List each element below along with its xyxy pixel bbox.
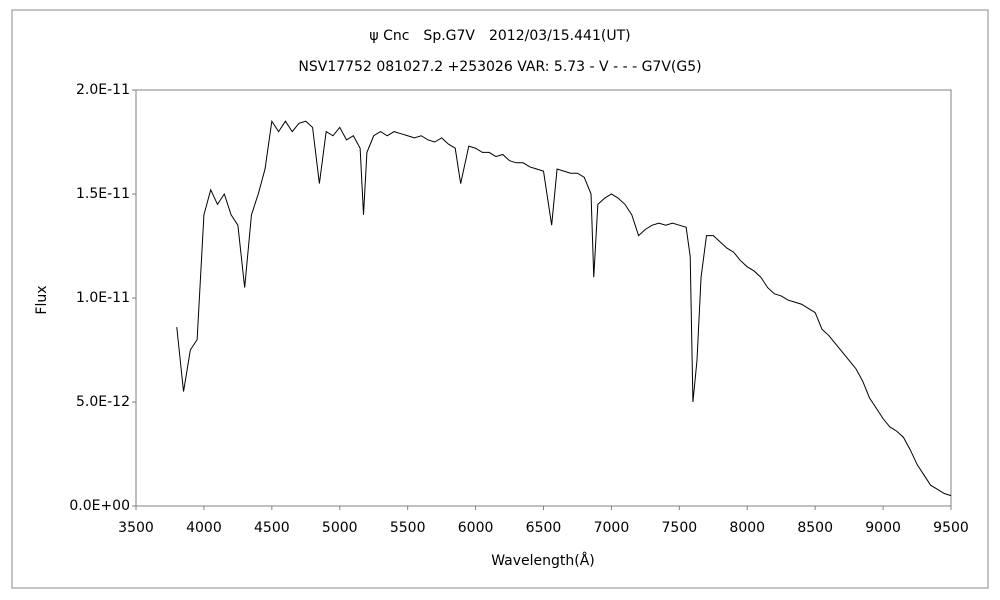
x-axis-label: Wavelength(Å) [491, 552, 595, 569]
x-tick-label: 4500 [254, 520, 290, 536]
x-tick-label: 6000 [458, 520, 494, 536]
y-tick-label: 2.0E-11 [76, 82, 130, 98]
x-tick-label: 7500 [662, 520, 698, 536]
y-tick-label: 1.0E-11 [76, 290, 130, 306]
x-tick-label: 7000 [594, 520, 630, 536]
chart-title: ψ Cnc Sp.G7V 2012/03/15.441(UT) [369, 28, 630, 44]
y-axis-label: Flux [34, 285, 50, 314]
x-tick-label: 8500 [797, 520, 833, 536]
chart-subtitle: NSV17752 081027.2 +253026 VAR: 5.73 - V … [298, 59, 701, 75]
spectrum-line [176, 119, 952, 497]
y-tick-label: 0.0E+00 [69, 498, 130, 514]
y-tick-label: 1.5E-11 [76, 186, 130, 202]
y-tick-label: 5.0E-12 [76, 394, 130, 410]
x-tick-label: 4000 [186, 520, 222, 536]
x-tick-label: 9500 [933, 520, 969, 536]
plot-area [135, 89, 952, 507]
x-tick-label: 6500 [526, 520, 562, 536]
x-tick-label: 8000 [729, 520, 765, 536]
x-tick-label: 5500 [390, 520, 426, 536]
x-tick-label: 9000 [865, 520, 901, 536]
x-tick-label: 3500 [118, 520, 154, 536]
x-tick-label: 5000 [322, 520, 358, 536]
